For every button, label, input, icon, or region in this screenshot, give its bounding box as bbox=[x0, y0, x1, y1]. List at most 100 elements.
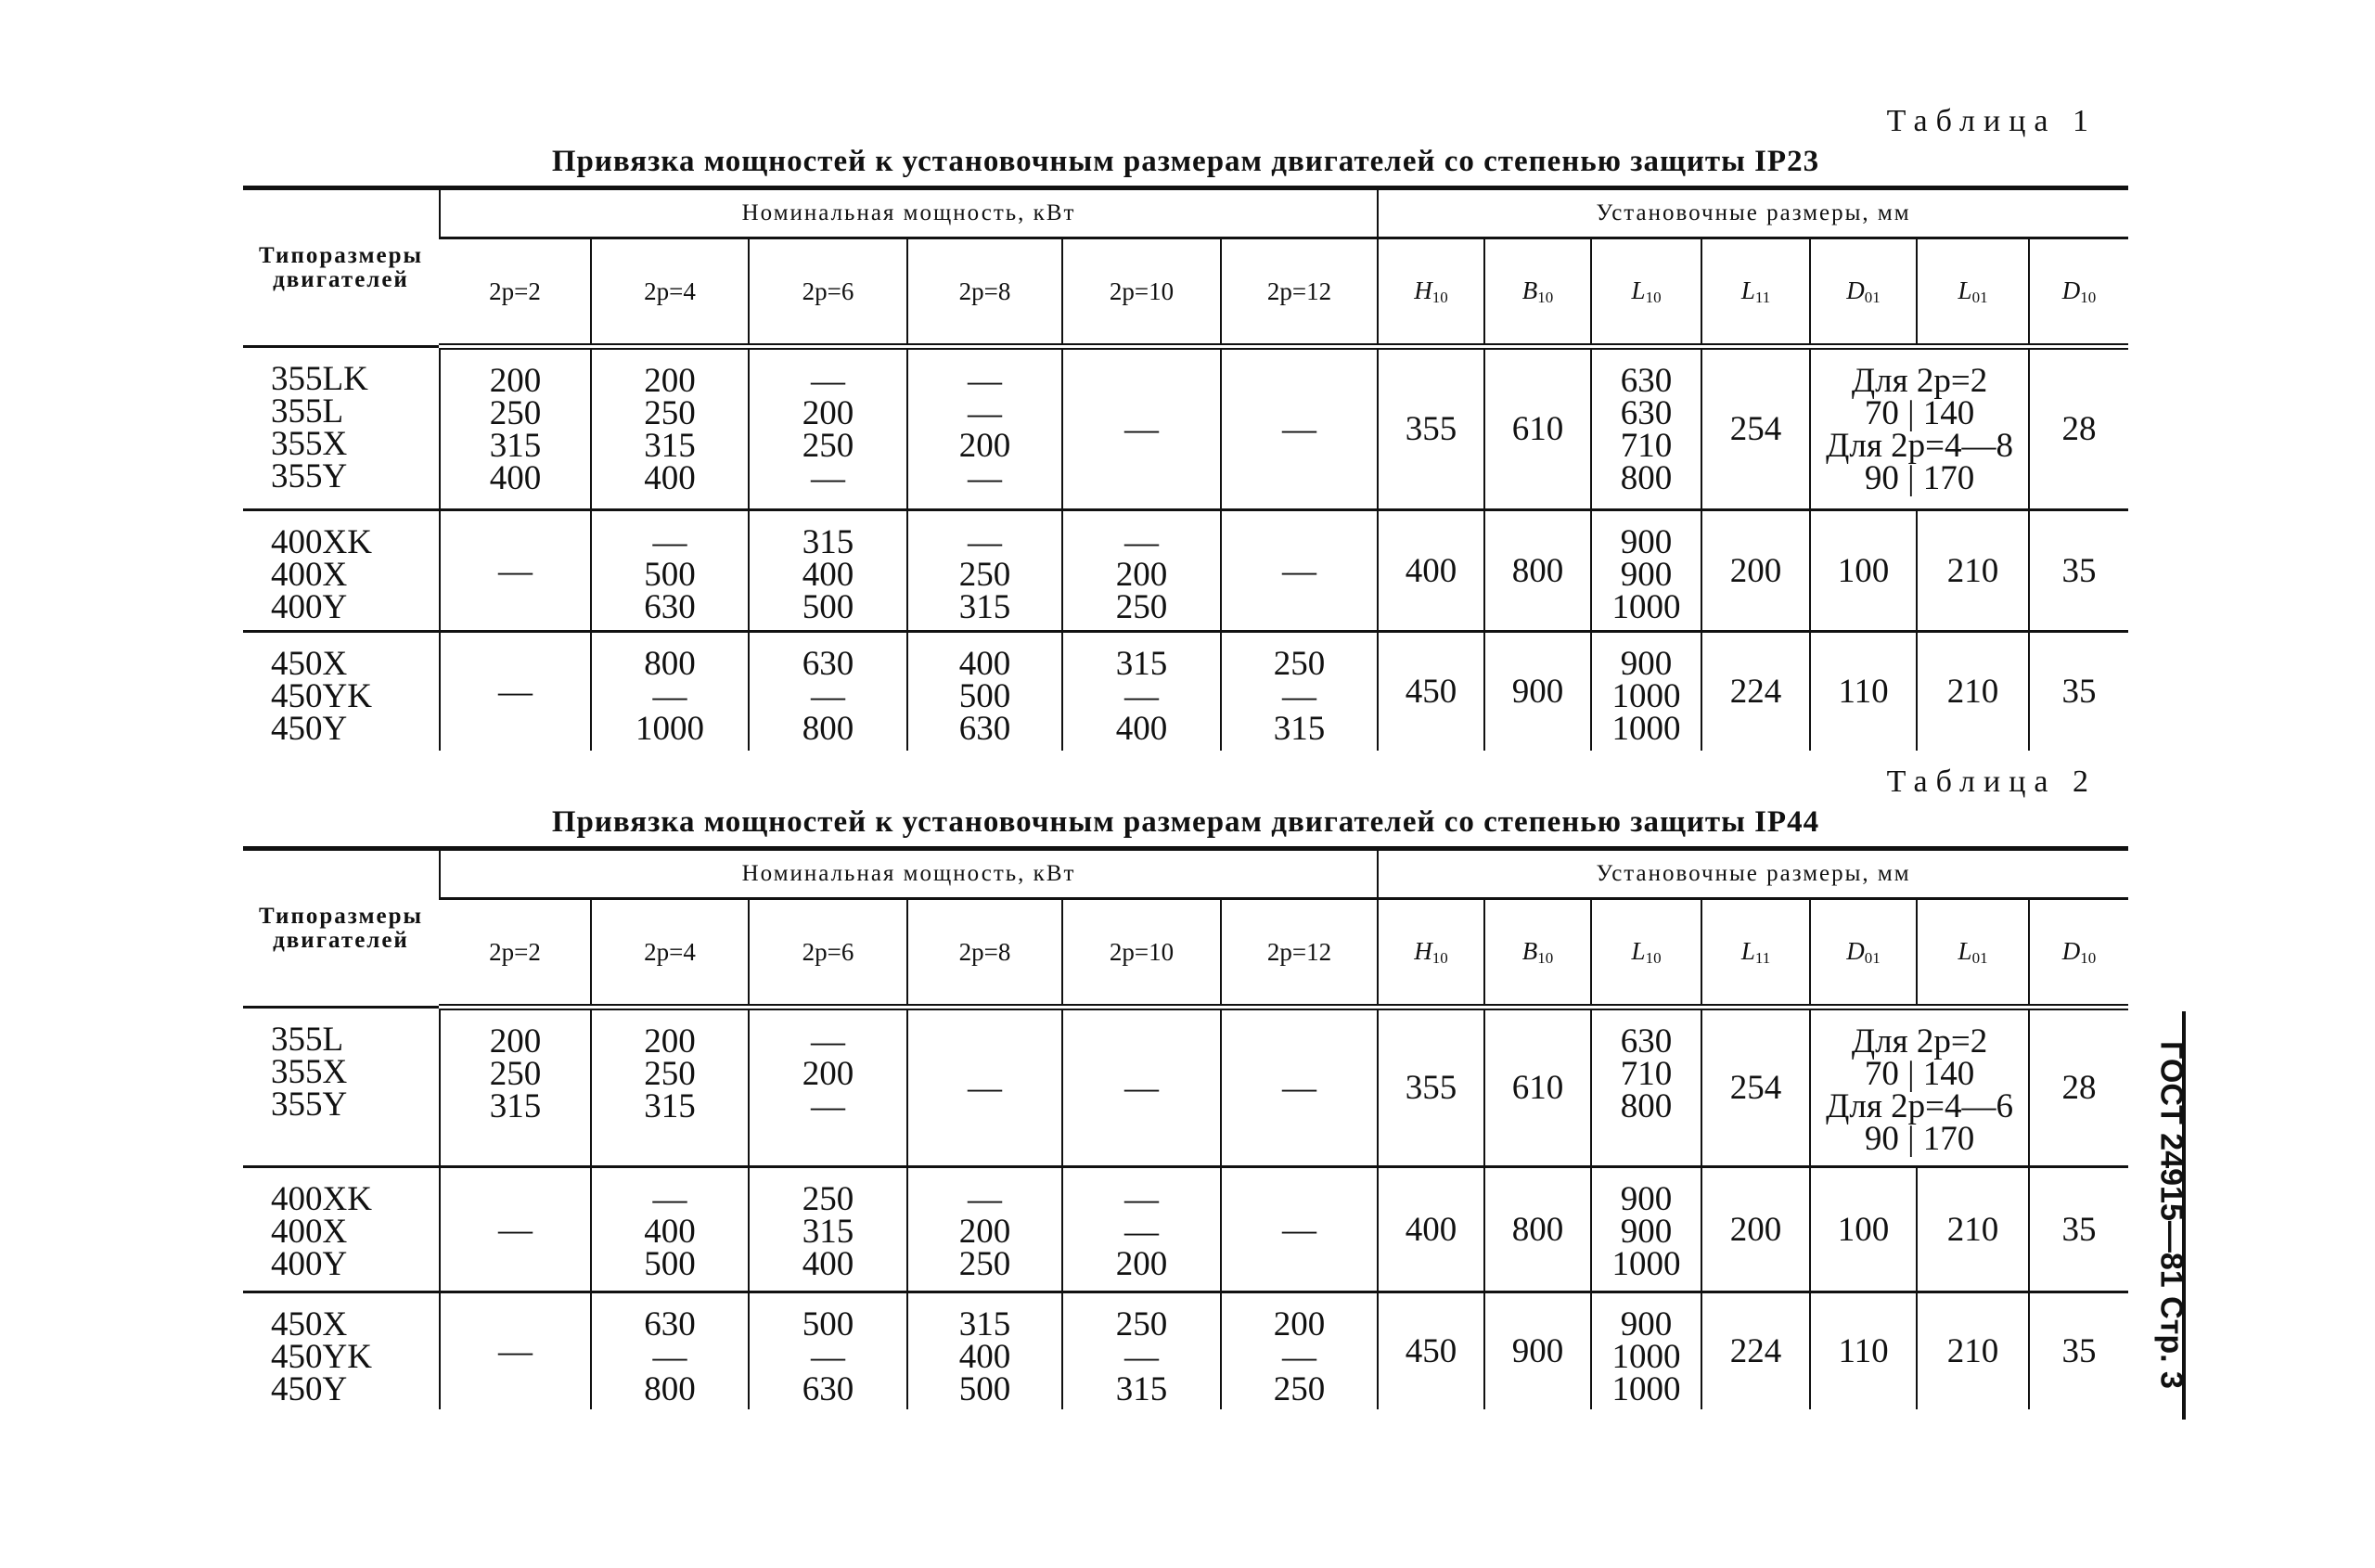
power-cell: 250 315 400 bbox=[748, 1166, 907, 1293]
dim-l01-cell: 210 bbox=[1916, 631, 2030, 751]
power-value: — bbox=[968, 523, 1002, 561]
dim-l11-cell: 224 bbox=[1701, 1292, 1811, 1409]
power-value: 250 bbox=[644, 394, 696, 432]
dim-l11-cell: 200 bbox=[1701, 1166, 1811, 1293]
power-cell: — bbox=[439, 509, 591, 633]
power-value: — bbox=[652, 677, 687, 715]
l10-value: 1000 bbox=[1611, 1245, 1681, 1283]
l10-value: 900 bbox=[1620, 1305, 1673, 1343]
power-value: 500 bbox=[802, 1305, 854, 1343]
dim-l10-cell: 630 630 710 800 bbox=[1590, 346, 1702, 511]
motor-type: 355L bbox=[271, 392, 344, 431]
power-value: 315 bbox=[802, 523, 854, 561]
power-cell: — bbox=[1219, 346, 1379, 511]
pole-count-header: 2p=4 bbox=[590, 898, 749, 1010]
dimension-header: D10 bbox=[2028, 238, 2129, 350]
dim-l10-cell: 630 710 800 bbox=[1590, 1007, 1702, 1168]
power-value: 250 bbox=[958, 556, 1011, 594]
table-row: 400XK 400X 400Y — —400 500 250 315 400—200 250— —2… bbox=[243, 1166, 2129, 1293]
power-value: 200 bbox=[644, 1022, 696, 1060]
motor-types-cell: 450X 450YK 450Y bbox=[243, 1292, 440, 1409]
mount-note-line: Для 2p=4—6 bbox=[1826, 1087, 2013, 1125]
dimension-header: D01 bbox=[1809, 898, 1918, 1010]
motor-type-header-line: двигателей bbox=[273, 266, 409, 292]
motor-types-cell: 400XK 400X 400Y bbox=[243, 1166, 440, 1293]
power-value: — bbox=[498, 551, 533, 590]
dimension-subscript: 10 bbox=[1645, 948, 1662, 967]
mount-note-cell: Для 2p=2 70 | 140 Для 2p=4—6 90 | 170 bbox=[1809, 1007, 2030, 1168]
dim-l10-cell: 900 900 1000 bbox=[1590, 509, 1702, 633]
power-value: — bbox=[498, 672, 533, 711]
dim-l01-cell: 210 bbox=[1916, 509, 2030, 633]
dim-l10-cell: 900 1000 1000 bbox=[1590, 631, 1702, 751]
power-value: 315 bbox=[958, 1305, 1011, 1343]
dimension-header: L11 bbox=[1701, 238, 1811, 350]
mount-note-line: 70 | 140 bbox=[1864, 1055, 1975, 1093]
power-value: 200 bbox=[644, 362, 696, 400]
mount-note-line: Для 2p=2 bbox=[1851, 1022, 1988, 1060]
mount-note-line: 90 | 170 bbox=[1864, 1120, 1975, 1158]
dimension-symbol: L bbox=[1631, 276, 1646, 304]
power-value: — bbox=[968, 1180, 1002, 1218]
power-cell: —400 500 bbox=[590, 1166, 749, 1293]
l10-value: 630 bbox=[1620, 362, 1673, 400]
motor-types-cell: 450X 450YK 450Y bbox=[243, 632, 440, 751]
power-cell: —200 250— bbox=[748, 346, 907, 511]
power-value: 250 bbox=[1115, 1305, 1168, 1343]
power-value: — bbox=[1124, 677, 1159, 715]
dimension-symbol: D bbox=[1846, 276, 1865, 304]
dimension-symbol: L bbox=[1631, 936, 1646, 965]
l10-value: 1000 bbox=[1611, 588, 1681, 626]
power-cell: 250—315 bbox=[1061, 1292, 1221, 1409]
motor-type: 450Y bbox=[271, 1370, 348, 1408]
dim-l01-cell: 210 bbox=[1916, 1166, 2030, 1293]
power-value: 400 bbox=[802, 556, 854, 594]
power-value: 250 bbox=[489, 394, 542, 432]
power-cell: — —200 bbox=[1061, 1166, 1221, 1293]
dim-l11-cell: 200 bbox=[1701, 509, 1811, 633]
table-2: Типоразмеры двигателей Номинальная мощност… bbox=[243, 846, 2129, 1409]
dimension-subscript: 10 bbox=[1537, 288, 1554, 306]
power-cell: — bbox=[906, 1007, 1062, 1168]
dim-h10-cell: 355 bbox=[1377, 346, 1485, 511]
power-value: — bbox=[1124, 1213, 1159, 1251]
power-value: — bbox=[1282, 677, 1317, 715]
dimension-header: L10 bbox=[1590, 238, 1702, 350]
power-cell: — bbox=[1061, 346, 1221, 511]
power-cell: — bbox=[439, 1292, 591, 1409]
power-value: 400 bbox=[958, 645, 1011, 683]
power-value: 250 bbox=[802, 427, 854, 465]
power-cell: 250—315 bbox=[1219, 631, 1379, 751]
power-value: 315 bbox=[489, 1087, 542, 1125]
power-value: — bbox=[1282, 1069, 1317, 1107]
dimension-symbol: L bbox=[1958, 936, 1972, 965]
dimension-subscript: 10 bbox=[2080, 288, 2097, 306]
dim-l11-cell: 224 bbox=[1701, 631, 1811, 751]
pole-count-header: 2p=6 bbox=[748, 898, 907, 1010]
pole-count-header: 2p=2 bbox=[440, 898, 591, 1010]
dim-h10-cell: 450 bbox=[1377, 1292, 1485, 1409]
power-value: 250 bbox=[1273, 1370, 1326, 1408]
dimension-header: D10 bbox=[2028, 898, 2129, 1010]
side-rule bbox=[2182, 1011, 2186, 1420]
table-row: 450X 450YK 450Y —630—800 500—630 315 400 500 250… bbox=[243, 1292, 2129, 1409]
l10-value: 900 bbox=[1620, 556, 1673, 594]
pole-count-header: 2p=12 bbox=[1219, 898, 1379, 1010]
dimension-symbol: D bbox=[1846, 936, 1865, 965]
power-cell: 200—250 bbox=[1219, 1292, 1379, 1409]
power-value: — bbox=[652, 1338, 687, 1376]
dimension-symbol: D bbox=[2061, 936, 2081, 965]
power-group-header: Номинальная мощность, кВт bbox=[438, 186, 1379, 239]
power-cell: 200 250 315 bbox=[590, 1007, 749, 1168]
motor-type-header-line: Типоразмеры bbox=[258, 903, 423, 929]
dimensions-group-header: Установочные размеры, мм bbox=[1377, 846, 2129, 900]
power-cell: 315 400 500 bbox=[906, 1292, 1062, 1409]
power-value: 500 bbox=[644, 556, 696, 594]
power-value: — bbox=[1124, 523, 1159, 561]
motor-type: 450X bbox=[271, 645, 348, 683]
dim-d10-cell: 35 bbox=[2028, 1166, 2129, 1293]
motor-type-header: Типоразмеры двигателей bbox=[243, 186, 440, 348]
dim-d01-cell: 100 bbox=[1809, 509, 1918, 633]
power-value: 630 bbox=[802, 1370, 854, 1408]
power-value: — bbox=[498, 1210, 533, 1249]
